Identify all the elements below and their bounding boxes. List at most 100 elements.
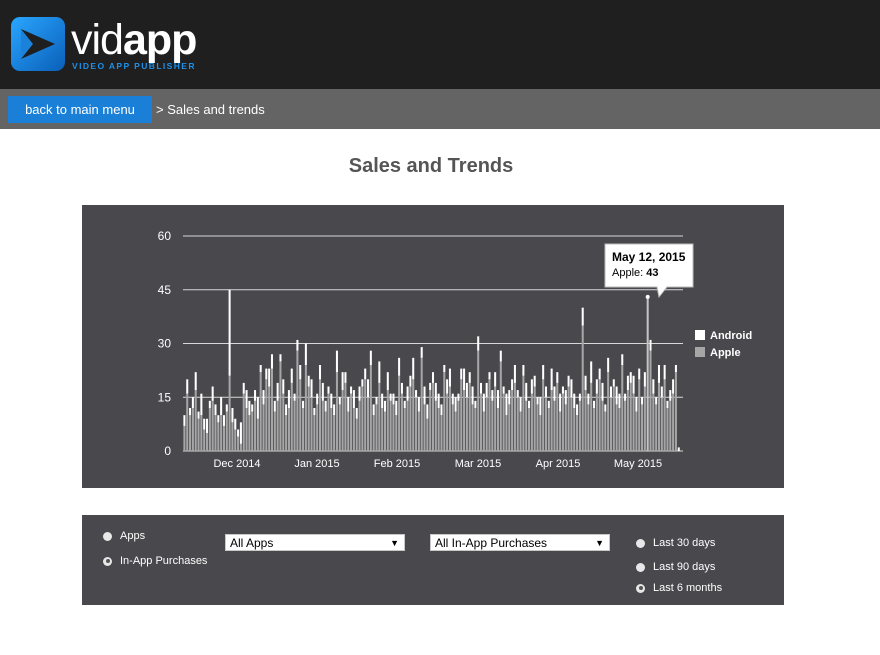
bar-android xyxy=(669,390,672,401)
radio-last-90-days[interactable]: Last 90 days xyxy=(636,561,715,573)
bar-apple xyxy=(536,404,539,451)
x-tick-label: May 2015 xyxy=(614,458,662,470)
bar-apple xyxy=(197,418,200,451)
bar-android xyxy=(505,393,508,416)
logo-wordmark: vidapp xyxy=(71,16,197,64)
bar-android xyxy=(217,415,220,423)
bar-apple xyxy=(457,400,460,451)
bar-android xyxy=(601,382,604,401)
bar-android xyxy=(544,386,548,398)
bar-android xyxy=(457,393,460,401)
bar-apple xyxy=(632,393,635,451)
bar-android xyxy=(299,365,302,380)
bar-android xyxy=(203,418,206,430)
bar-android xyxy=(262,390,265,405)
sales-chart[interactable]: 0 15 30 45 60 Dec 2014 Jan 2015 Feb 2015 Mar 201… xyxy=(82,205,784,488)
bar-apple xyxy=(674,372,677,451)
bar-apple xyxy=(293,400,296,451)
radio-in-app-purchases-label: In-App Purchases xyxy=(120,555,208,567)
bar-android xyxy=(499,350,502,362)
bar-android xyxy=(290,368,293,383)
bar-android xyxy=(530,379,533,394)
bar-apple xyxy=(369,365,372,451)
bar-android xyxy=(412,357,415,380)
bar-apple xyxy=(321,400,324,451)
bar-apple xyxy=(228,375,231,451)
bar-apple xyxy=(561,393,564,451)
iap-select[interactable]: All In-App Purchases ▼ xyxy=(430,534,610,551)
y-tick-label: 0 xyxy=(164,444,171,458)
bar-apple xyxy=(609,397,612,451)
bar-apple xyxy=(624,400,627,451)
bar-android xyxy=(533,375,536,387)
bar-android xyxy=(609,386,612,398)
bar-apple xyxy=(638,379,641,451)
bar-apple xyxy=(239,443,242,451)
radio-last-6-months-indicator[interactable] xyxy=(636,583,645,593)
bar-android xyxy=(536,397,539,405)
bar-apple xyxy=(426,418,429,451)
iap-select-value: All In-App Purchases xyxy=(435,536,548,550)
bar-android xyxy=(287,390,290,408)
bar-android xyxy=(496,390,499,408)
bar-apple xyxy=(578,400,581,451)
bar-android xyxy=(318,365,322,380)
bar-android xyxy=(649,339,652,351)
apps-select[interactable]: All Apps ▼ xyxy=(225,534,405,551)
bar-apple xyxy=(607,372,610,451)
bar-android xyxy=(222,415,225,426)
radio-last-30-days-label: Last 30 days xyxy=(653,537,716,549)
radio-last-6-months-label: Last 6 months xyxy=(653,582,723,594)
bar-android xyxy=(307,375,310,387)
dropdown-arrow-icon: ▼ xyxy=(595,538,604,548)
bar-apple xyxy=(615,404,618,451)
bar-android xyxy=(378,361,381,383)
bar-apple xyxy=(618,408,621,451)
bar-android xyxy=(553,386,556,401)
bar-apple xyxy=(350,393,353,451)
bar-apple xyxy=(279,361,282,451)
radio-in-app-purchases-indicator[interactable] xyxy=(103,556,112,566)
bar-apple xyxy=(347,411,350,451)
radio-last-6-months[interactable]: Last 6 months xyxy=(636,582,722,594)
bar-apple xyxy=(409,386,412,451)
bar-apple xyxy=(463,390,466,451)
radio-in-app-purchases[interactable]: In-App Purchases xyxy=(103,555,207,567)
radio-apps[interactable]: Apps xyxy=(103,530,145,542)
bar-android xyxy=(624,393,627,401)
bar-android xyxy=(564,390,567,405)
bar-android xyxy=(225,404,228,412)
back-to-main-menu-button[interactable]: back to main menu xyxy=(8,96,152,123)
radio-last-90-days-indicator[interactable] xyxy=(636,562,645,572)
bar-apple xyxy=(437,408,440,451)
vidapp-logo[interactable]: vidapp VIDEO APP PUBLISHER xyxy=(11,17,201,73)
bar-android xyxy=(417,397,420,412)
app-header: vidapp VIDEO APP PUBLISHER xyxy=(0,0,880,89)
bar-apple xyxy=(663,379,666,451)
radio-last-30-days-indicator[interactable] xyxy=(636,538,645,548)
bar-android xyxy=(519,397,522,412)
bar-apple xyxy=(191,408,194,451)
radio-last-30-days[interactable]: Last 30 days xyxy=(636,537,715,549)
bar-android xyxy=(516,390,519,398)
bar-android xyxy=(279,354,282,362)
bar-android xyxy=(375,397,378,405)
bar-android xyxy=(652,379,655,394)
bar-apple xyxy=(522,375,525,451)
bar-android xyxy=(254,390,257,401)
radio-apps-indicator[interactable] xyxy=(103,531,112,541)
bar-android xyxy=(231,408,234,423)
bar-android xyxy=(632,375,635,394)
bar-apple xyxy=(327,393,330,451)
dropdown-arrow-icon: ▼ xyxy=(390,538,399,548)
legend-label-apple: Apple xyxy=(710,347,741,359)
bar-android xyxy=(372,404,375,416)
bar-android xyxy=(228,289,231,376)
bar-android xyxy=(403,400,406,408)
bar-android xyxy=(657,365,661,383)
bar-apple xyxy=(189,415,192,451)
bar-apple xyxy=(259,372,262,451)
bar-android xyxy=(220,397,223,416)
bar-android xyxy=(293,393,296,401)
bar-apple xyxy=(499,361,502,451)
